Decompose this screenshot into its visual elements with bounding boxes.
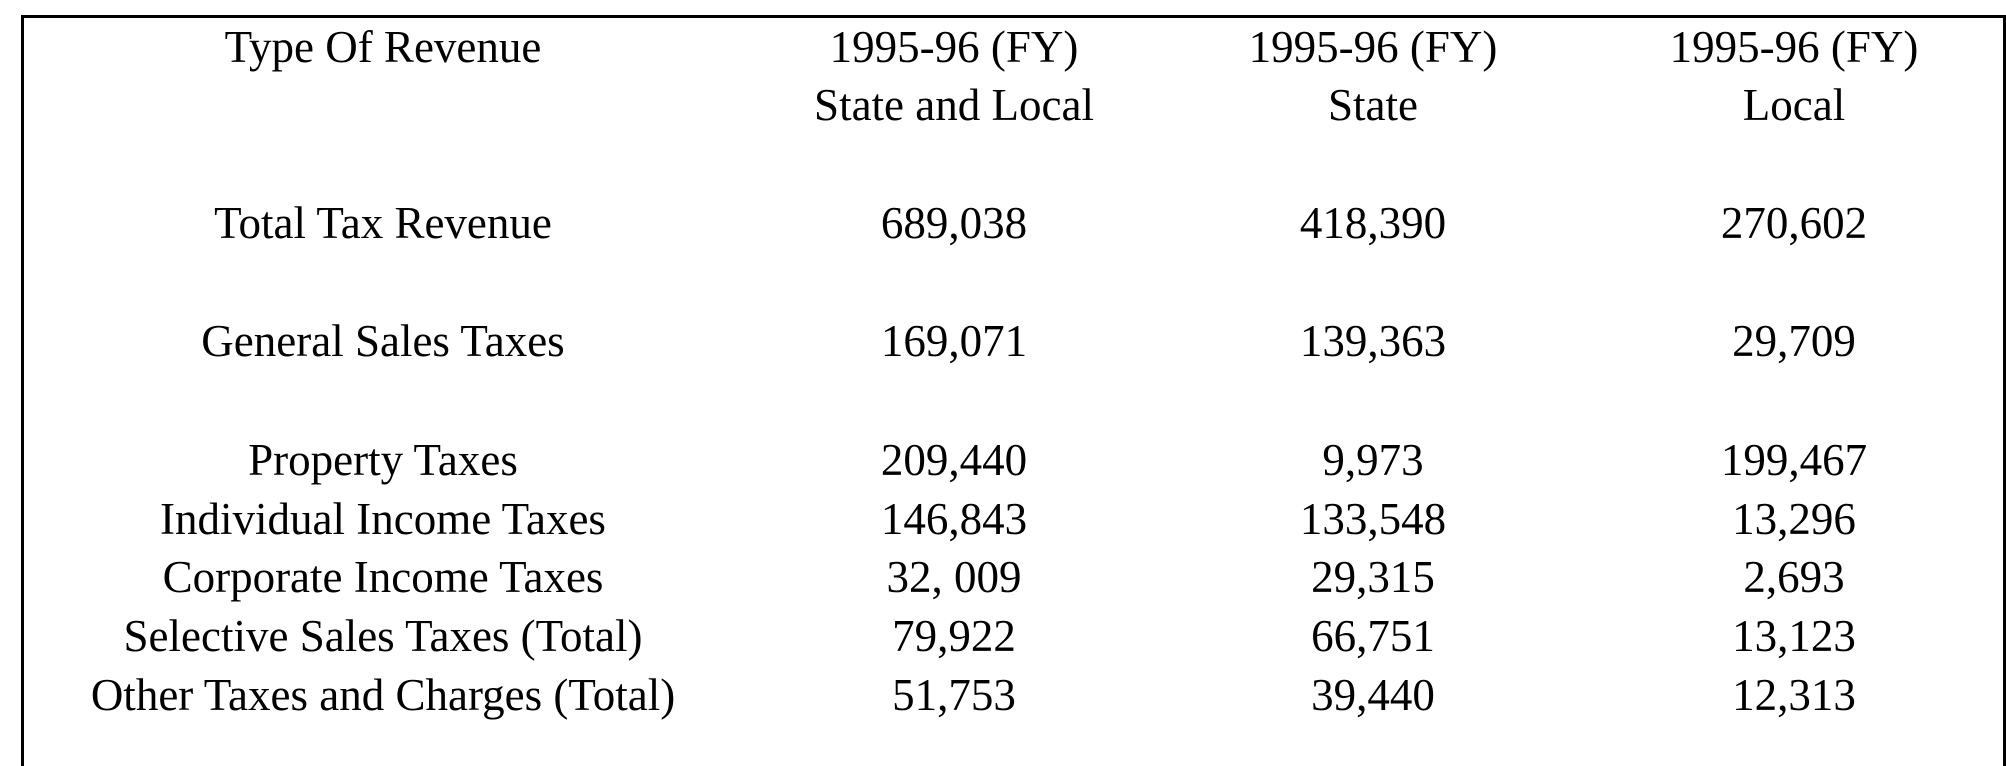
- cell-selective-sales-state-and-local: 79,922: [892, 611, 1016, 661]
- cell-corporate-income-state: 29,315: [1311, 552, 1435, 602]
- cell-property-state-and-local: 209,440: [880, 435, 1028, 485]
- cell-individual-income-local: 13,296: [1732, 494, 1856, 544]
- cell-selective-sales-local: 13,123: [1732, 611, 1856, 661]
- header-col2-line1: 1995-96 (FY): [1248, 22, 1498, 72]
- cell-corporate-income-local: 2,693: [1743, 552, 1845, 602]
- cell-other-taxes-local: 12,313: [1732, 670, 1856, 720]
- cell-general-sales-state: 139,363: [1299, 316, 1447, 366]
- cell-total-state-and-local: 689,038: [880, 198, 1028, 248]
- header-col3-line2: Local: [1742, 80, 1846, 130]
- cell-individual-income-state: 133,548: [1299, 494, 1447, 544]
- cell-other-taxes-state-and-local: 51,753: [892, 670, 1016, 720]
- row-label-corporate-income-taxes: Corporate Income Taxes: [162, 552, 604, 602]
- cell-corporate-income-state-and-local: 32, 009: [886, 552, 1022, 602]
- header-col1-line1: 1995-96 (FY): [829, 22, 1079, 72]
- cell-property-local: 199,467: [1720, 435, 1868, 485]
- row-label-individual-income-taxes: Individual Income Taxes: [160, 494, 606, 544]
- cell-other-taxes-state: 39,440: [1311, 670, 1435, 720]
- cell-property-state: 9,973: [1322, 435, 1424, 485]
- row-label-total-tax-revenue: Total Tax Revenue: [214, 198, 552, 248]
- row-label-general-sales-taxes: General Sales Taxes: [201, 316, 565, 366]
- row-label-other-taxes-and-charges: Other Taxes and Charges (Total): [90, 670, 676, 720]
- cell-general-sales-local: 29,709: [1732, 316, 1856, 366]
- cell-individual-income-state-and-local: 146,843: [880, 494, 1028, 544]
- header-col2-line2: State: [1328, 80, 1418, 130]
- cell-total-state: 418,390: [1299, 198, 1447, 248]
- header-col3-line1: 1995-96 (FY): [1669, 22, 1919, 72]
- row-label-property-taxes: Property Taxes: [248, 435, 518, 485]
- header-col1-line2: State and Local: [814, 80, 1094, 130]
- cell-general-sales-state-and-local: 169,071: [880, 316, 1028, 366]
- cell-total-local: 270,602: [1720, 198, 1868, 248]
- table-frame: [21, 15, 2006, 766]
- cell-selective-sales-state: 66,751: [1311, 611, 1435, 661]
- row-label-selective-sales-taxes: Selective Sales Taxes (Total): [123, 611, 643, 661]
- header-type-of-revenue: Type Of Revenue: [224, 22, 542, 72]
